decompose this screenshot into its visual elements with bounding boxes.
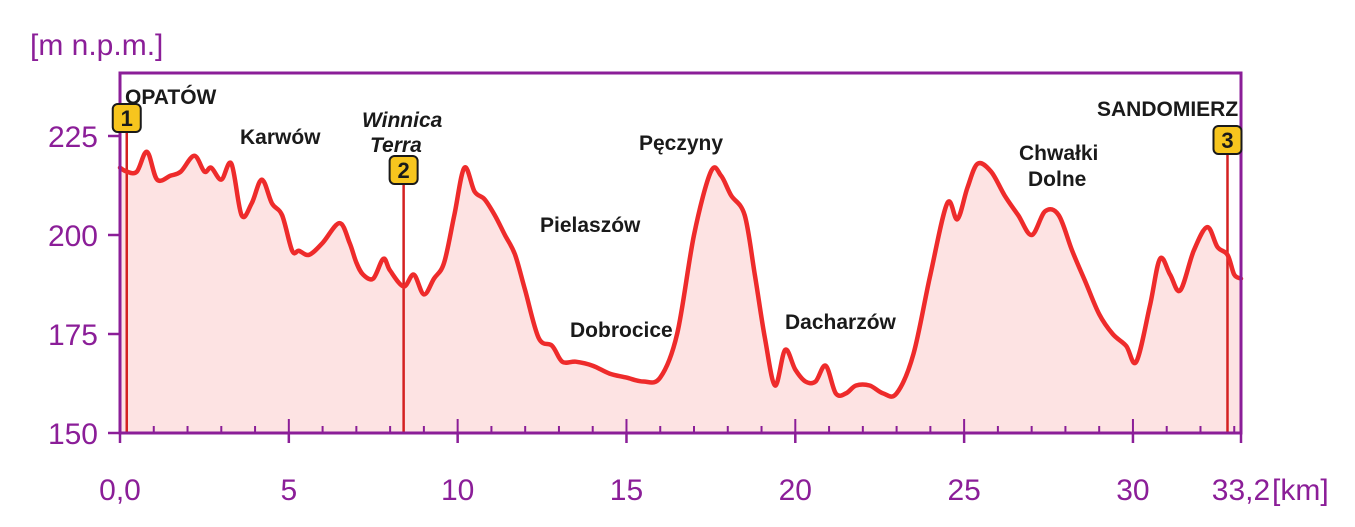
marker-badges-layer: 1 2 3	[111, 103, 1243, 185]
x-tick-label: 0,0	[99, 474, 141, 507]
y-tick-label: 225	[48, 121, 98, 154]
place-label-chwalki: Chwałki	[1019, 142, 1098, 165]
marker-badge-3	[1212, 125, 1243, 155]
place-label-peczyny: Pęczyny	[639, 132, 723, 155]
place-label-dobrocice: Dobrocice	[570, 319, 673, 342]
marker-number-1: 1	[121, 106, 133, 131]
place-labels: OPATÓW Karwów Winnica Terra Pielaszów Do…	[125, 85, 1238, 342]
place-label-sandomierz: SANDOMIERZ	[1097, 98, 1238, 121]
ticks-layer: 0,0 5 10 15 20 25 30 33,2 150 175 200 225	[48, 121, 1270, 507]
y-tick-label: 150	[48, 418, 98, 451]
marker-badge-1	[111, 103, 142, 133]
plot-frame	[118, 71, 1243, 435]
place-label-karwow: Karwów	[240, 126, 321, 149]
y-tick-label: 175	[48, 319, 98, 352]
x-tick-label: 33,2	[1212, 474, 1270, 507]
place-label-terra: Terra	[370, 134, 422, 157]
x-tick-label: 15	[610, 474, 643, 507]
place-label-dolne: Dolne	[1028, 168, 1086, 191]
marker-number-2: 2	[398, 158, 410, 183]
elevation-line	[117, 149, 1244, 399]
elevation-area-fill	[120, 151, 1241, 434]
x-tick-label: 30	[1116, 474, 1149, 507]
x-tick-label: 25	[947, 474, 980, 507]
elevation-fill-layer	[120, 151, 1241, 434]
place-label-dacharzow: Dacharzów	[785, 311, 897, 334]
x-axis-unit: [km]	[1272, 474, 1329, 507]
x-tick-label: 5	[280, 474, 297, 507]
marker-number-3: 3	[1221, 128, 1233, 153]
place-label-opatow: OPATÓW	[125, 85, 217, 109]
x-tick-label: 20	[779, 474, 812, 507]
marker-badge-2	[388, 155, 419, 185]
place-label-winnica: Winnica	[362, 109, 443, 132]
place-label-pielaszow: Pielaszów	[540, 214, 641, 237]
y-tick-label: 200	[48, 220, 98, 253]
y-axis-label: [m n.p.m.]	[30, 29, 163, 62]
elevation-line-layer	[117, 149, 1244, 399]
x-tick-label: 10	[441, 474, 474, 507]
marker-lines-layer	[125, 132, 1229, 433]
